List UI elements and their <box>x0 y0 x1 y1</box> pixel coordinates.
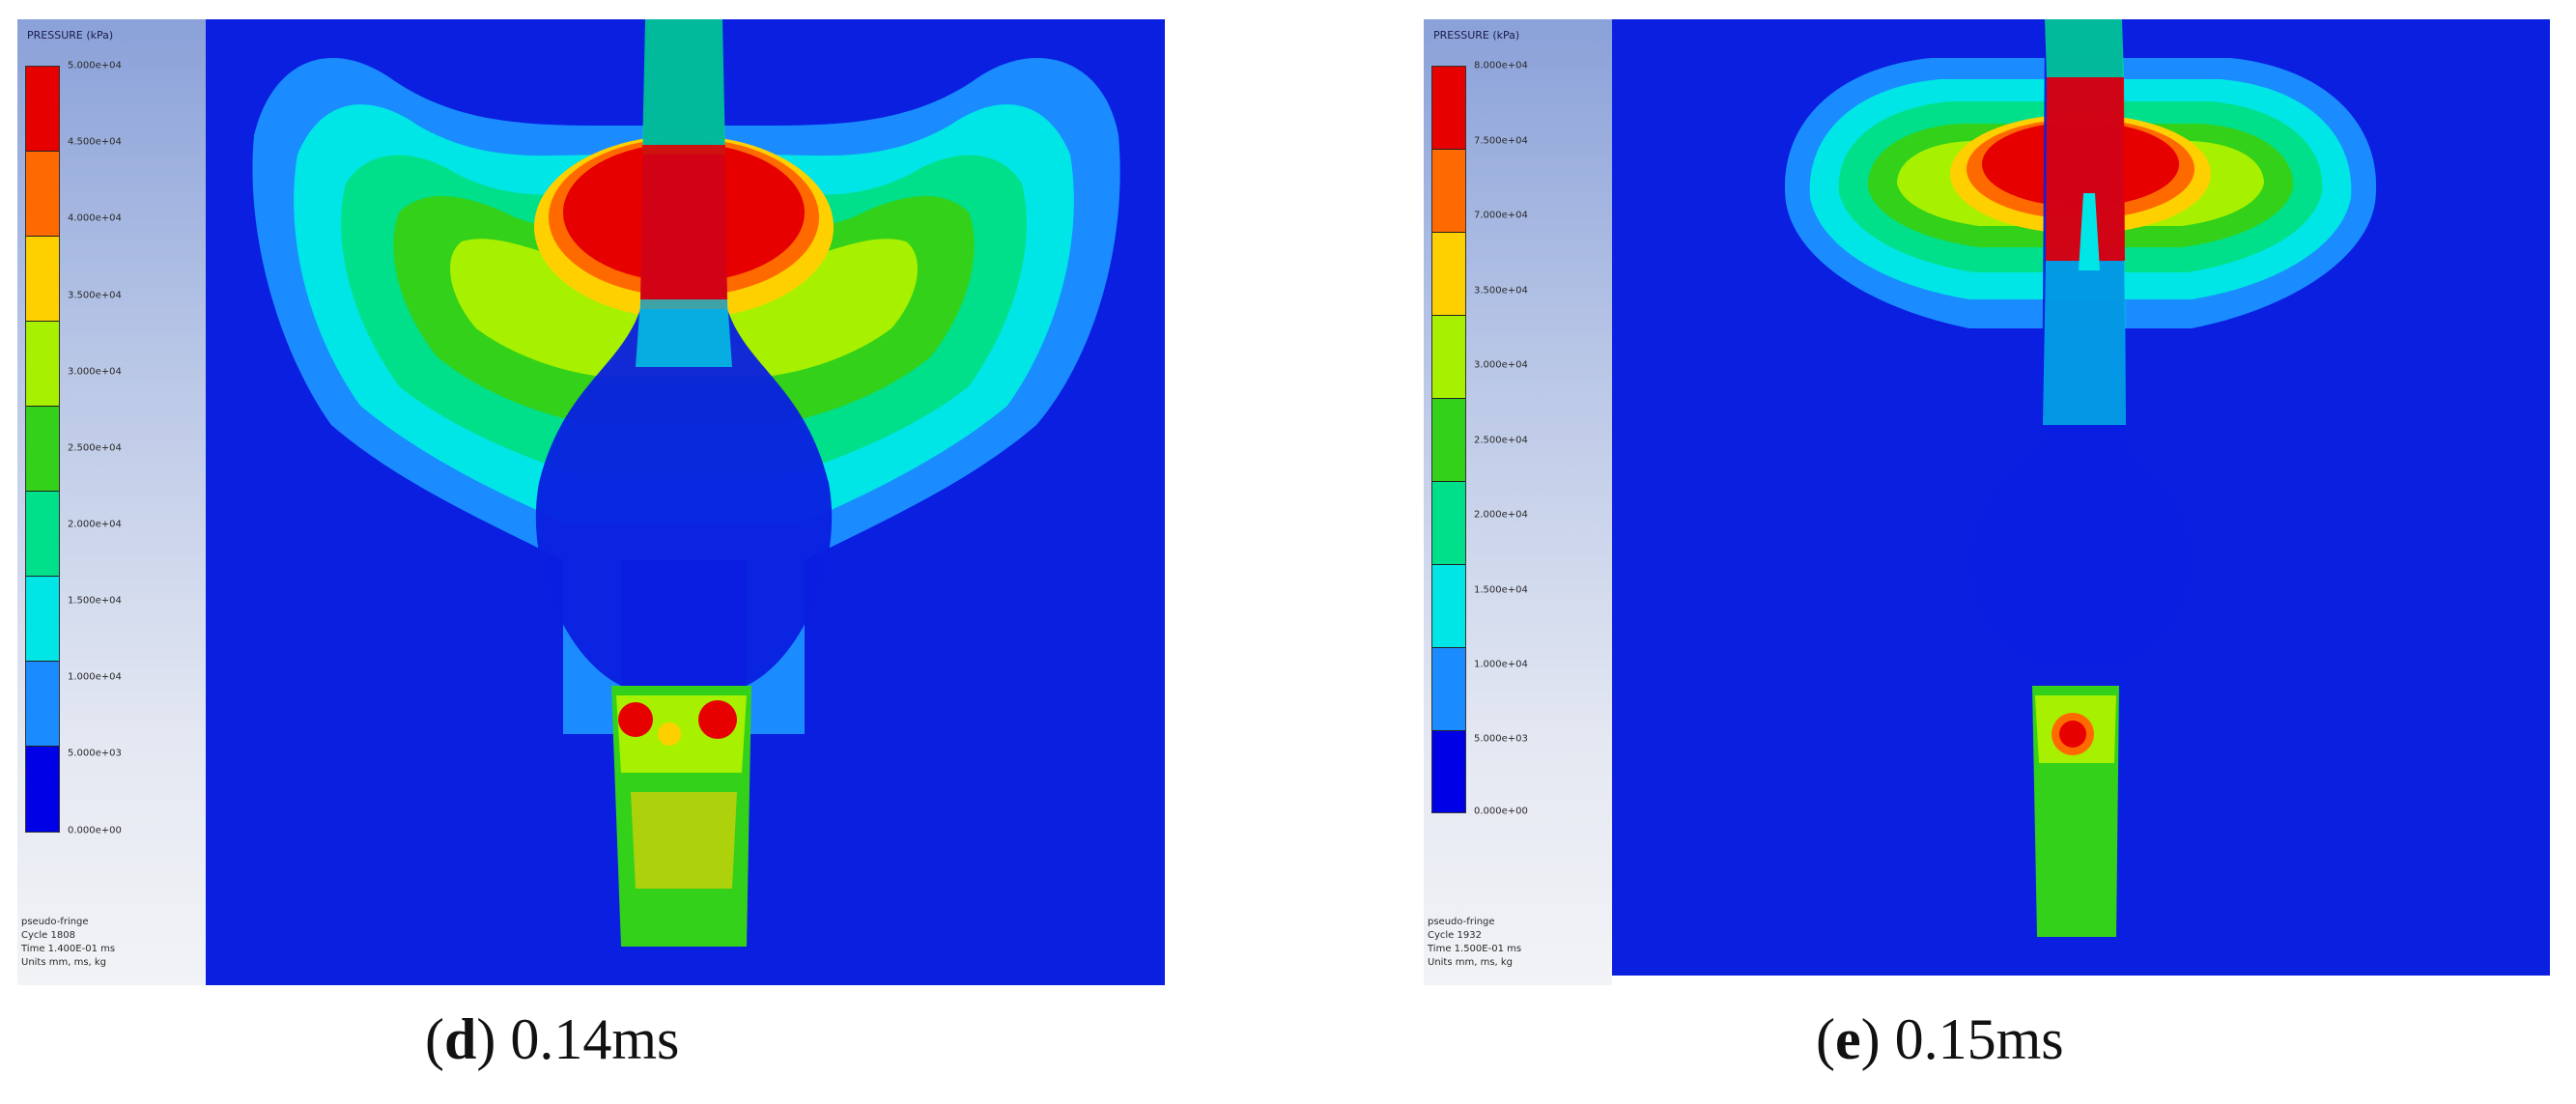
simulation-info: pseudo-fringe Cycle 1808 Time 1.400E-01 … <box>21 916 115 970</box>
scale-tick-label: 2.000e+04 <box>1474 509 1528 521</box>
info-line: Time 1.400E-01 ms <box>21 944 116 954</box>
color-swatch <box>26 322 59 407</box>
info-line: Time 1.500E-01 ms <box>1428 944 1522 954</box>
color-swatch <box>26 577 59 662</box>
info-line: Units mm, ms, kg <box>21 957 107 968</box>
scale-tick-label: 1.000e+04 <box>1474 659 1528 670</box>
scale-tick-label: 3.000e+04 <box>68 366 122 378</box>
scale-tick-label: 5.000e+03 <box>68 748 122 759</box>
scale-tick-label: 5.000e+04 <box>68 60 122 71</box>
color-swatch <box>1432 150 1465 233</box>
info-line: Cycle 1808 <box>21 930 75 941</box>
scale-tick-label: 7.500e+04 <box>1474 135 1528 147</box>
pressure-panel-e: PRESSURE (kPa) 8.000e+04 7.500e+04 7.000… <box>1424 19 2550 985</box>
caption-time: 0.15ms <box>1880 1007 2064 1071</box>
scale-tick-label: 4.000e+04 <box>68 212 122 224</box>
color-swatch <box>1432 482 1465 565</box>
color-swatch <box>1432 731 1465 812</box>
color-swatch <box>1432 399 1465 482</box>
scale-tick-label: 3.000e+04 <box>1474 359 1528 371</box>
color-swatch <box>1432 648 1465 731</box>
info-line: Units mm, ms, kg <box>1428 957 1514 968</box>
caption-letter: (e) <box>1816 1007 1881 1071</box>
scale-tick-label: 2.000e+04 <box>68 519 122 530</box>
legend-area: PRESSURE (kPa) 8.000e+04 7.500e+04 7.000… <box>1424 19 1612 985</box>
pressure-contour-plot <box>206 19 1165 985</box>
color-scale-bar <box>25 66 60 833</box>
scale-tick-label: 1.500e+04 <box>68 595 122 607</box>
pressure-contour-plot <box>1612 19 2550 976</box>
legend-area: PRESSURE (kPa) 5.000e+04 4.500e+04 4.000… <box>17 19 206 985</box>
color-swatch <box>26 492 59 577</box>
color-swatch <box>26 747 59 832</box>
color-swatch <box>1432 316 1465 399</box>
info-line: pseudo-fringe <box>21 917 89 927</box>
color-swatch <box>26 407 59 492</box>
scale-tick-label: 3.500e+04 <box>1474 285 1528 297</box>
legend-title: PRESSURE (kPa) <box>1433 29 1520 42</box>
color-swatch <box>1432 233 1465 316</box>
scale-tick-label: 2.500e+04 <box>68 442 122 454</box>
scale-tick-label: 2.500e+04 <box>1474 435 1528 446</box>
scale-tick-label: 0.000e+00 <box>1474 806 1528 817</box>
color-swatch <box>26 662 59 747</box>
color-swatch <box>26 237 59 322</box>
color-swatch <box>1432 67 1465 150</box>
scale-tick-label: 0.000e+00 <box>68 825 122 836</box>
color-scale-bar <box>1431 66 1466 813</box>
color-swatch <box>1432 565 1465 648</box>
simulation-info: pseudo-fringe Cycle 1932 Time 1.500E-01 … <box>1428 916 1521 970</box>
pressure-panel-d: PRESSURE (kPa) 5.000e+04 4.500e+04 4.000… <box>17 19 1165 985</box>
legend-title: PRESSURE (kPa) <box>27 29 114 42</box>
scale-tick-label: 3.500e+04 <box>68 290 122 301</box>
caption-e: (e) 0.15ms <box>1816 1006 2064 1073</box>
caption-d: (d) 0.14ms <box>425 1006 679 1073</box>
info-line: pseudo-fringe <box>1428 917 1495 927</box>
color-swatch <box>26 67 59 152</box>
color-swatch <box>26 152 59 237</box>
scale-tick-label: 4.500e+04 <box>68 136 122 148</box>
scale-tick-label: 1.500e+04 <box>1474 584 1528 596</box>
scale-tick-label: 5.000e+03 <box>1474 733 1528 745</box>
caption-letter: (d) <box>425 1007 496 1071</box>
caption-time: 0.14ms <box>495 1007 680 1071</box>
scale-tick-label: 7.000e+04 <box>1474 210 1528 221</box>
scale-tick-label: 8.000e+04 <box>1474 60 1528 71</box>
scale-tick-label: 1.000e+04 <box>68 671 122 683</box>
info-line: Cycle 1932 <box>1428 930 1482 941</box>
